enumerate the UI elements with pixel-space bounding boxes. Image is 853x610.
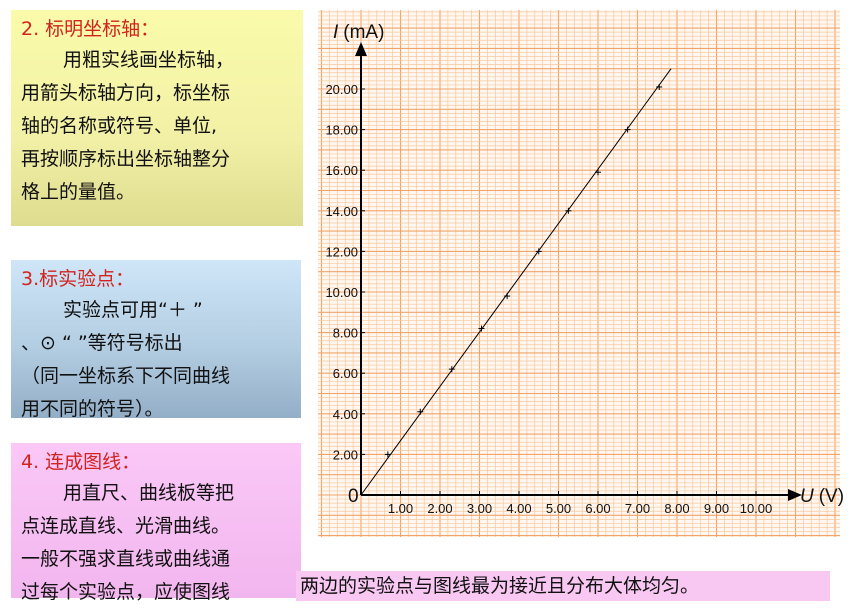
x-tick-label: 4.00 <box>506 501 531 516</box>
step2-line: 格上的量值。 <box>21 181 136 203</box>
y-axis-label: I (mA) <box>333 22 384 43</box>
y-tick-label: 10.00 <box>325 285 358 300</box>
x-axis-unit: (V) <box>819 486 844 507</box>
data-point <box>448 366 455 373</box>
axes <box>355 42 802 501</box>
step3-line: （同一坐标系下不同曲线 <box>21 365 231 387</box>
x-tick-label: 9.00 <box>704 501 729 516</box>
step3-panel: 3.标实验点： 实验点可用“＋ ” 、⊙ “ ”等符号标出 （同一坐标系下不同曲… <box>11 260 301 420</box>
step2-body: 用粗实线画坐标轴， 用箭头标轴方向，标坐标 轴的名称或符号、单位, 再按顺序标出… <box>21 44 293 209</box>
data-point <box>656 83 663 90</box>
x-tick-label: 6.00 <box>585 501 610 516</box>
y-tick-label: 8.00 <box>333 326 358 341</box>
x-axis-symbol: U <box>800 486 814 507</box>
x-tick-label: 7.00 <box>625 501 650 516</box>
y-tick-label: 12.00 <box>325 244 358 259</box>
data-point <box>595 169 601 176</box>
tick-labels: 1.00 2.00 3.00 4.00 5.00 6.00 7.00 8.00 9.00 10.0… <box>325 82 772 516</box>
y-axis-unit: (mA) <box>343 22 384 43</box>
y-tick-label: 2.00 <box>333 447 358 462</box>
data-point <box>417 408 424 415</box>
data-point <box>384 451 391 458</box>
x-tick-label: 3.00 <box>467 501 492 516</box>
step4-title: 4. 连成图线： <box>21 451 141 473</box>
step4-line: 点连成直线、光滑曲线。 <box>21 515 231 537</box>
step2-line: 用箭头标轴方向，标坐标 <box>21 82 231 104</box>
data-points <box>384 83 663 458</box>
step2-title: 2. 标明坐标轴： <box>21 18 160 40</box>
y-tick-label: 20.00 <box>325 82 358 97</box>
step4-continuation: 两边的实验点与图线最为接近且分布大体均匀。 <box>296 571 830 601</box>
x-tick-label: 2.00 <box>427 501 452 516</box>
step3-line: 用不同的符号）。 <box>21 398 164 420</box>
step2-line: 再按顺序标出坐标轴整分 <box>21 148 231 170</box>
x-axis-label: U (V) <box>800 486 844 507</box>
step2-panel: 2. 标明坐标轴： 用粗实线画坐标轴， 用箭头标轴方向，标坐标 轴的名称或符号、… <box>11 10 303 226</box>
step3-body: 实验点可用“＋ ” 、⊙ “ ”等符号标出 （同一坐标系下不同曲线 用不同的符号… <box>21 294 291 426</box>
y-tick-label: 6.00 <box>333 366 358 381</box>
step3-title: 3.标实验点： <box>21 268 135 290</box>
data-point <box>504 293 511 300</box>
grid <box>318 10 840 537</box>
x-tick-label: 10.00 <box>740 501 773 516</box>
step4-line: 过每个实验点，应使图线 <box>21 581 231 603</box>
y-axis-arrow <box>355 42 367 56</box>
y-tick-label: 14.00 <box>325 204 358 219</box>
step4-panel: 4. 连成图线： 用直尺、曲线板等把 点连成直线、光滑曲线。 一般不强求直线或曲… <box>11 443 301 603</box>
y-axis-symbol: I <box>333 22 339 43</box>
data-point <box>535 248 542 255</box>
data-point <box>624 126 631 133</box>
step4-body: 用直尺、曲线板等把 点连成直线、光滑曲线。 一般不强求直线或曲线通 过每个实验点… <box>21 477 291 609</box>
x-axis-arrow <box>788 489 802 501</box>
fit-line <box>360 68 672 496</box>
step2-line: 用粗实线画坐标轴， <box>63 49 235 71</box>
y-tick-label: 4.00 <box>333 407 358 422</box>
data-point <box>565 207 572 214</box>
data-point <box>478 325 485 332</box>
y-tick-label: 16.00 <box>325 163 358 178</box>
grid-paper <box>318 10 840 537</box>
step4-line: 用直尺、曲线板等把 <box>63 482 235 504</box>
origin-label: 0 <box>348 486 359 507</box>
x-tick-label: 5.00 <box>546 501 571 516</box>
step2-line: 轴的名称或符号、单位, <box>21 115 218 137</box>
y-tick-label: 18.00 <box>325 123 358 138</box>
x-tick-label: 8.00 <box>664 501 689 516</box>
x-tick-label: 1.00 <box>388 501 413 516</box>
step4-line: 一般不强求直线或曲线通 <box>21 548 231 570</box>
step3-line: 实验点可用“＋ ” <box>63 299 203 321</box>
step3-line: 、⊙ “ ”等符号标出 <box>21 332 183 354</box>
